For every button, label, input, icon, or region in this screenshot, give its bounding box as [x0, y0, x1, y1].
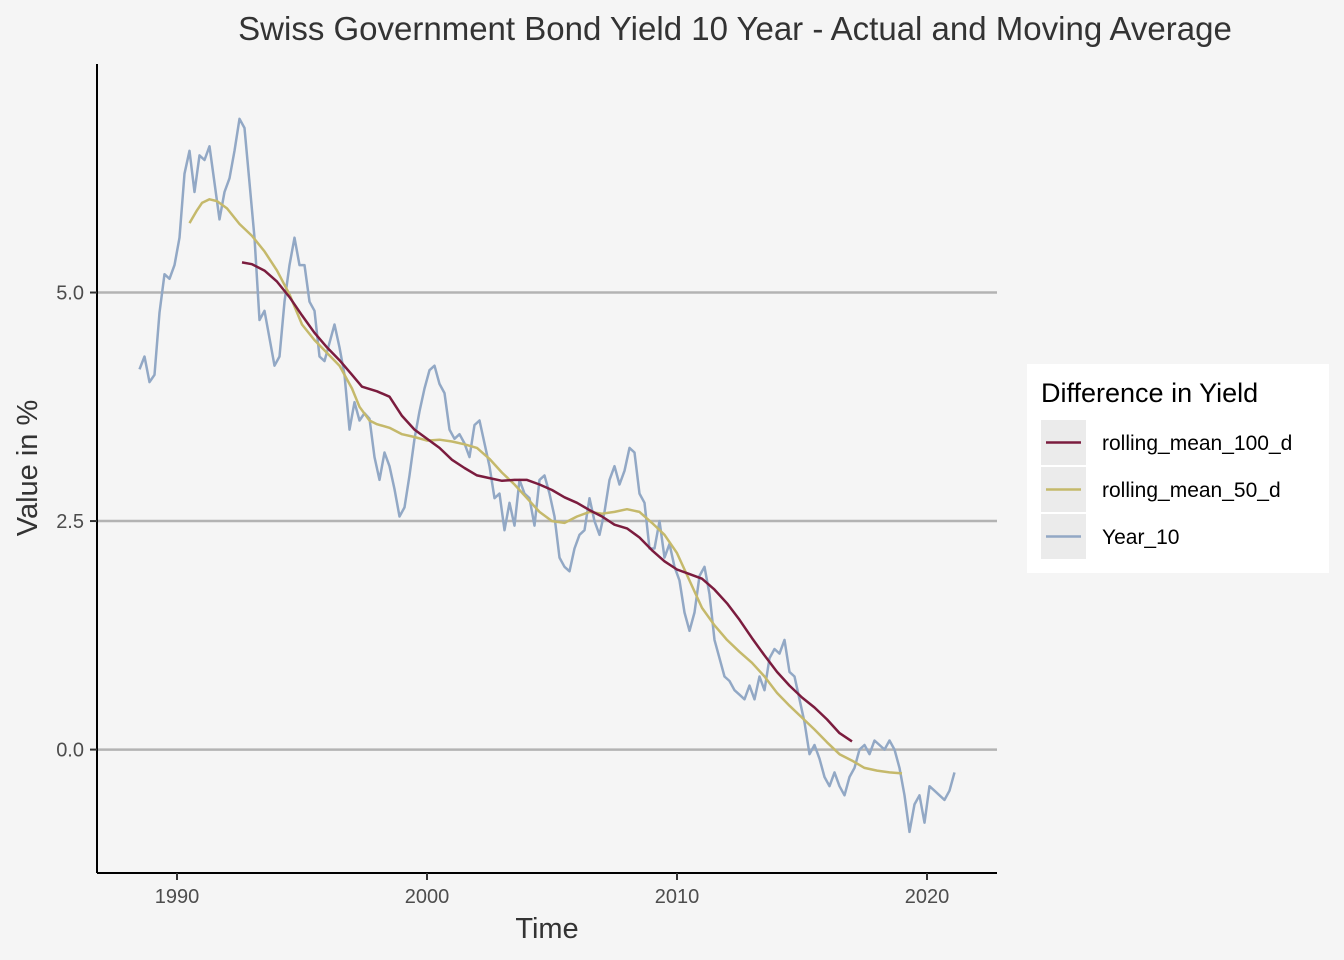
chart-title: Swiss Government Bond Yield 10 Year - Ac… — [238, 10, 1232, 47]
x-axis-ticks: 1990 2000 2010 2020 — [155, 873, 950, 908]
y-tick-label: 5.0 — [56, 283, 84, 305]
legend-items: rolling_mean_100_d rolling_mean_50_d Year_… — [1041, 420, 1292, 559]
legend-label: rolling_mean_50_d — [1102, 479, 1281, 502]
legend-label: Year_10 — [1102, 526, 1179, 549]
series-line-rolling-mean-50-d — [188, 198, 903, 775]
x-tick-label: 2010 — [655, 886, 700, 908]
gridlines — [97, 291, 997, 751]
y-axis-title: Value in % — [12, 400, 44, 537]
x-tick-label: 1990 — [155, 886, 200, 908]
x-tick-label: 2000 — [405, 886, 450, 908]
legend-title: Difference in Yield — [1041, 378, 1258, 408]
x-axis-title: Time — [515, 913, 578, 945]
y-axis-ticks: 0.0 2.5 5.0 — [56, 283, 97, 762]
series-line-Year-10 — [138, 117, 956, 834]
legend: Difference in Yield rolling_mean_100_dro… — [1027, 364, 1329, 573]
legend-label: rolling_mean_100_d — [1102, 432, 1292, 455]
series-layer — [138, 117, 956, 834]
y-tick-label: 0.0 — [56, 740, 84, 762]
x-tick-label: 2020 — [905, 886, 950, 908]
y-tick-label: 2.5 — [56, 511, 84, 533]
series-line-rolling-mean-100-d — [241, 261, 853, 743]
